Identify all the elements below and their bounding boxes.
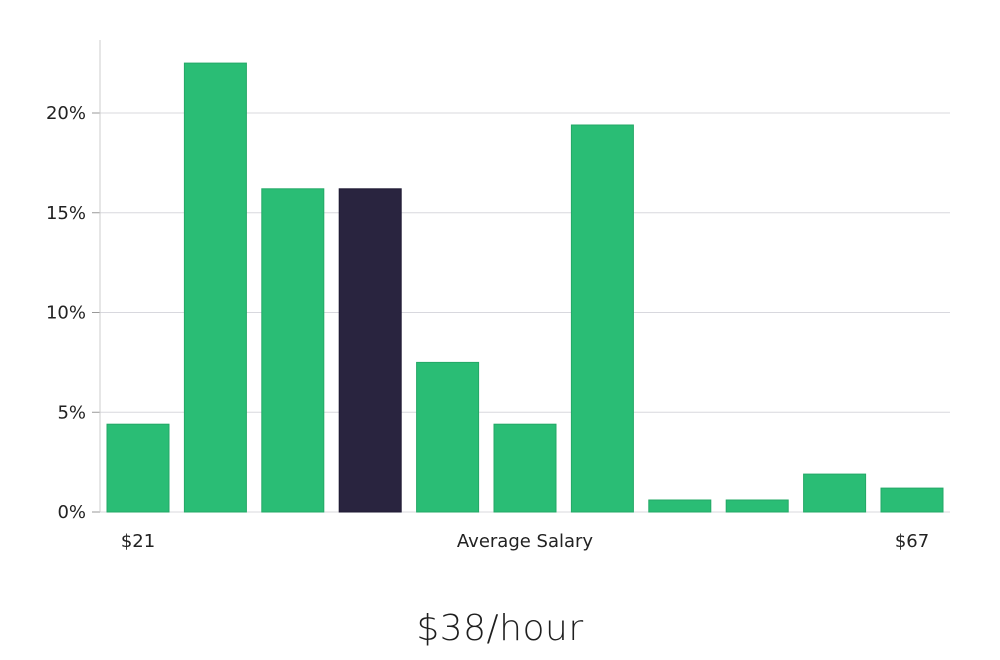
bar <box>648 499 712 513</box>
x-start-label: $21 <box>121 531 155 552</box>
y-tick-label: 20% <box>46 103 86 124</box>
x-end-label: $67 <box>895 531 929 552</box>
bar <box>493 423 557 513</box>
x-axis-title: Average Salary <box>457 531 594 552</box>
bar <box>183 62 247 513</box>
bar <box>725 499 789 513</box>
bars <box>106 62 944 513</box>
bar <box>106 423 170 513</box>
bar-highlighted <box>338 188 402 513</box>
average-hourly-wage: $38/hour <box>416 608 584 649</box>
bar <box>416 361 480 513</box>
bar <box>261 188 325 513</box>
y-tick-label: 15% <box>46 203 86 224</box>
bar <box>880 487 944 513</box>
bar <box>570 124 634 513</box>
y-tick-label: 5% <box>57 402 86 423</box>
y-tick-label: 10% <box>46 303 86 324</box>
salary-histogram: 0% 5% 10% 15% 20% $21 Average Salary $67 <box>46 40 950 552</box>
y-tick-labels: 0% 5% 10% 15% 20% <box>46 103 86 523</box>
y-tick-label: 0% <box>57 502 86 523</box>
bar <box>803 473 867 513</box>
